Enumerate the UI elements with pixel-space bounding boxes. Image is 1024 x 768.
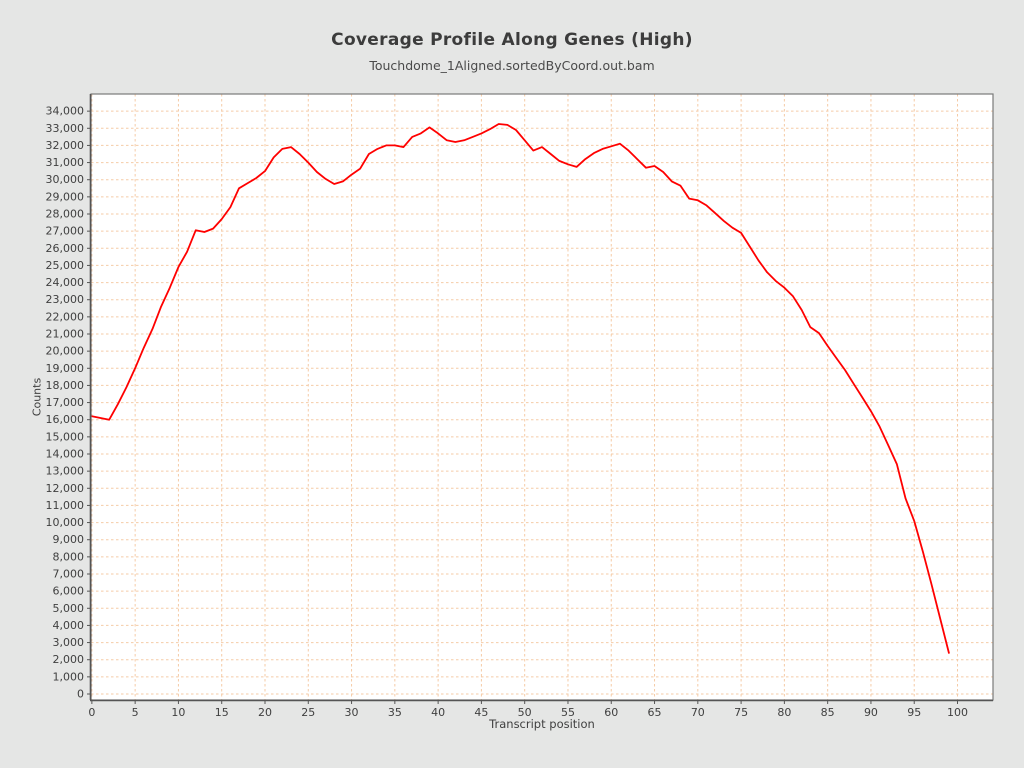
x-tick-label: 70 bbox=[691, 706, 705, 719]
x-tick-label: 30 bbox=[345, 706, 359, 719]
y-axis-title-text: Counts bbox=[30, 377, 44, 417]
y-tick-label: 34,000 bbox=[46, 105, 85, 118]
y-tick-label: 17,000 bbox=[46, 396, 85, 409]
x-tick-label: 25 bbox=[301, 706, 315, 719]
x-tick-label: 50 bbox=[518, 706, 532, 719]
y-tick-label: 3,000 bbox=[53, 636, 85, 649]
x-axis-title: Transcript position bbox=[489, 717, 595, 731]
y-tick-label: 26,000 bbox=[46, 242, 85, 255]
y-tick-label: 1,000 bbox=[53, 670, 85, 683]
y-tick-label: 21,000 bbox=[46, 328, 85, 341]
y-tick-label: 29,000 bbox=[46, 190, 85, 203]
y-tick-label: 23,000 bbox=[46, 293, 85, 306]
y-tick-label: 13,000 bbox=[46, 465, 85, 478]
x-tick-label: 40 bbox=[431, 706, 445, 719]
y-tick-label: 14,000 bbox=[46, 448, 85, 461]
x-tick-label: 95 bbox=[907, 706, 921, 719]
y-tick-label: 15,000 bbox=[46, 430, 85, 443]
y-tick-label: 28,000 bbox=[46, 208, 85, 221]
x-tick-label: 60 bbox=[604, 706, 618, 719]
chart-subtitle: Touchdome_1Aligned.sortedByCoord.out.bam bbox=[369, 58, 655, 73]
y-tick-label: 5,000 bbox=[53, 602, 85, 615]
y-tick-label: 19,000 bbox=[46, 362, 85, 375]
x-tick-label: 80 bbox=[777, 706, 791, 719]
y-tick-label: 6,000 bbox=[53, 585, 85, 598]
chart-title: Coverage Profile Along Genes (High) bbox=[331, 30, 693, 50]
x-tick-label: 35 bbox=[388, 706, 402, 719]
x-tick-label: 20 bbox=[258, 706, 272, 719]
y-tick-label: 7,000 bbox=[53, 568, 85, 581]
x-tick-label: 55 bbox=[561, 706, 575, 719]
x-tick-label: 90 bbox=[864, 706, 878, 719]
y-tick-label: 32,000 bbox=[46, 139, 85, 152]
x-tick-label: 10 bbox=[171, 706, 185, 719]
plot-area-bg bbox=[91, 94, 993, 700]
y-tick-label: 10,000 bbox=[46, 516, 85, 529]
x-tick-label: 65 bbox=[648, 706, 662, 719]
y-tick-label: 9,000 bbox=[53, 533, 85, 546]
coverage-series-line bbox=[91, 123, 950, 654]
y-tick-label: 18,000 bbox=[46, 379, 85, 392]
x-tick-label: 100 bbox=[947, 706, 968, 719]
y-tick-label: 24,000 bbox=[46, 276, 85, 289]
y-tick-label: 16,000 bbox=[46, 413, 85, 426]
y-tick-label: 25,000 bbox=[46, 259, 85, 272]
y-tick-label: 8,000 bbox=[53, 550, 85, 563]
y-tick-label: 27,000 bbox=[46, 225, 85, 238]
y-tick-label: 20,000 bbox=[46, 345, 85, 358]
y-tick-label: 33,000 bbox=[46, 122, 85, 135]
y-tick-label: 22,000 bbox=[46, 310, 85, 323]
y-tick-label: 31,000 bbox=[46, 156, 85, 169]
y-tick-label: 30,000 bbox=[46, 173, 85, 186]
x-tick-label: 5 bbox=[132, 706, 139, 719]
x-tick-label: 15 bbox=[215, 706, 229, 719]
y-tick-label: 2,000 bbox=[53, 653, 85, 666]
x-tick-label: 45 bbox=[474, 706, 488, 719]
x-tick-label: 0 bbox=[88, 706, 95, 719]
x-tick-label: 85 bbox=[821, 706, 835, 719]
y-tick-label: 11,000 bbox=[46, 499, 85, 512]
y-tick-label: 0 bbox=[77, 688, 84, 701]
x-tick-label: 75 bbox=[734, 706, 748, 719]
y-tick-label: 4,000 bbox=[53, 619, 85, 632]
y-tick-label: 12,000 bbox=[46, 482, 85, 495]
